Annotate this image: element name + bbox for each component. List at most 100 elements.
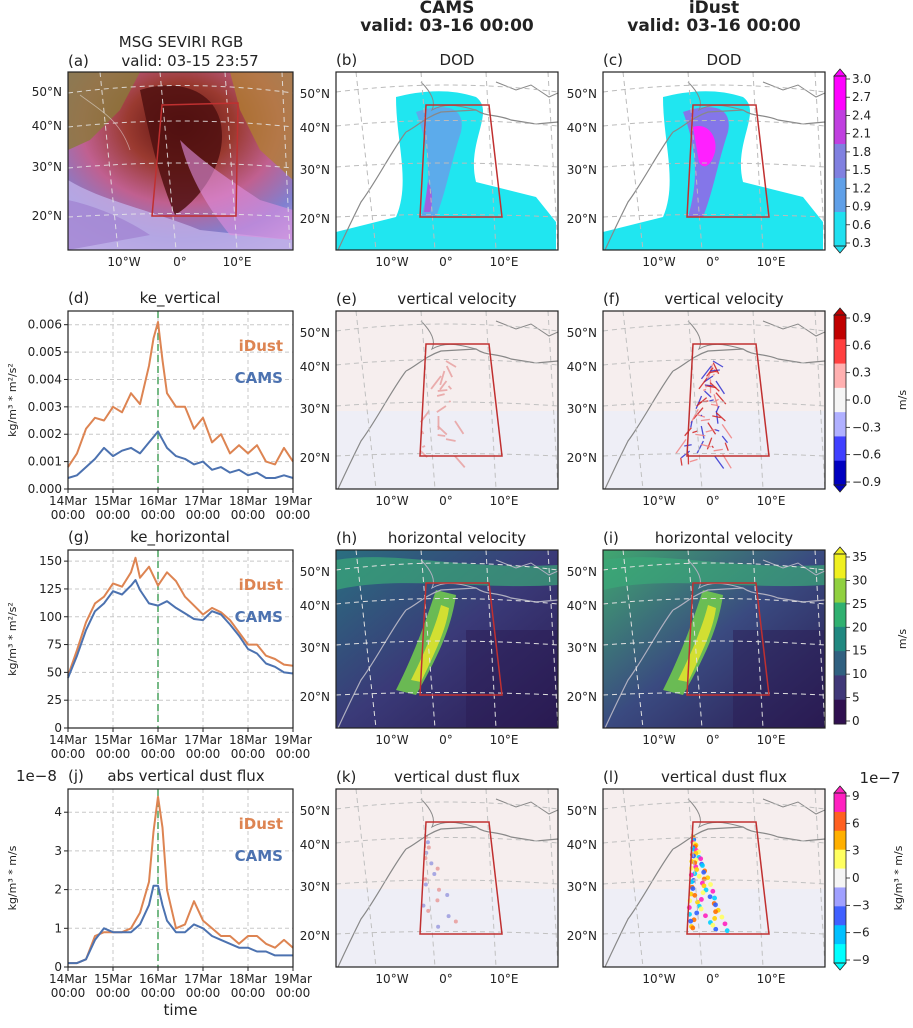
flux-cell bbox=[697, 874, 702, 879]
panel-subtitle: valid: 03-15 23:57 bbox=[121, 52, 258, 70]
colorbar-tick-label: 0.9 bbox=[852, 311, 871, 325]
colorbar-tick-label: 0.6 bbox=[852, 218, 871, 232]
lat-label: 30°N bbox=[300, 163, 330, 177]
colorbar-segment bbox=[834, 887, 846, 906]
colorbar-tick-label: 20 bbox=[852, 620, 867, 634]
y-tick-label: 100 bbox=[39, 610, 62, 624]
panel-label: (k) bbox=[336, 768, 356, 786]
y-tick-label: 2 bbox=[54, 883, 62, 897]
panel-title: vertical velocity bbox=[397, 290, 516, 308]
flux-cell bbox=[426, 909, 430, 913]
colorbar-segment bbox=[834, 578, 846, 603]
flux-cell bbox=[436, 867, 440, 871]
colorbar-segment bbox=[834, 212, 846, 247]
x-tick-label: 00:00 bbox=[186, 508, 221, 522]
flux-cell bbox=[725, 928, 730, 933]
x-tick-label: 00:00 bbox=[51, 508, 86, 522]
colorbar-tick-label: 0.3 bbox=[852, 366, 871, 380]
flux-cell bbox=[427, 846, 431, 850]
colorbar-tick-label: 0.9 bbox=[852, 200, 871, 214]
lon-label: 0° bbox=[173, 255, 187, 269]
colorbars: 3.02.72.42.11.81.51.20.90.60.30.90.60.30… bbox=[834, 69, 909, 970]
x-tick-label: 16Mar bbox=[139, 972, 177, 986]
lat-label: 20°N bbox=[300, 451, 330, 465]
lon-label: 0° bbox=[439, 255, 453, 269]
map-panel-i: (i)horizontal velocity50°N40°N30°N20°N10… bbox=[567, 529, 825, 747]
flux-cell bbox=[710, 923, 715, 928]
colorbar-tick-label: 9 bbox=[852, 789, 860, 803]
colorbar-unit: kg/m³ * m/s bbox=[892, 845, 905, 910]
colorbar-extend-bottom bbox=[834, 485, 846, 492]
y-tick-label: 50 bbox=[47, 665, 62, 679]
lat-label: 20°N bbox=[300, 929, 330, 943]
lat-label: 50°N bbox=[567, 326, 597, 340]
colorbar-segment bbox=[834, 925, 846, 944]
x-tick-label: 00:00 bbox=[276, 508, 311, 522]
chart-g: 025507510012515014Mar00:0015Mar00:0016Ma… bbox=[6, 528, 312, 761]
lat-label: 30°N bbox=[567, 880, 597, 894]
column-header-valid: valid: 03-16 00:00 bbox=[627, 16, 801, 36]
flux-cell bbox=[688, 919, 693, 924]
column-header-valid: valid: 03-16 00:00 bbox=[360, 16, 534, 36]
colorbar-extend-bottom bbox=[834, 246, 846, 253]
panel-title: horizontal velocity bbox=[655, 529, 793, 547]
x-tick-label: 14Mar bbox=[49, 733, 87, 747]
colorbar-tick-label: 2.7 bbox=[852, 90, 871, 104]
colorbar-extend-top bbox=[834, 786, 846, 793]
satellite-image bbox=[68, 72, 293, 250]
colorbar-tick-label: 30 bbox=[852, 573, 867, 587]
map-panel-f: (f)vertical velocity50°N40°N30°N20°N10°W… bbox=[567, 290, 825, 508]
x-tick-label: 14Mar bbox=[49, 972, 87, 986]
x-tick-label: 00:00 bbox=[141, 986, 176, 1000]
panel-title: vertical dust flux bbox=[661, 768, 787, 786]
colorbar-segment bbox=[834, 554, 846, 579]
lat-label: 50°N bbox=[300, 565, 330, 579]
lat-label: 40°N bbox=[567, 121, 597, 135]
lat-label: 20°N bbox=[567, 212, 597, 226]
flux-cell bbox=[429, 861, 433, 865]
x-tick-label: 17Mar bbox=[184, 733, 222, 747]
colorbar-tick-label: 15 bbox=[852, 644, 867, 658]
lat-label: 50°N bbox=[567, 565, 597, 579]
colorbar-extend-bottom bbox=[834, 963, 846, 970]
flux-cell bbox=[719, 915, 724, 920]
line-charts: 0.0000.0010.0020.0030.0040.0050.00614Mar… bbox=[6, 289, 312, 1019]
map-background-tint bbox=[603, 411, 825, 489]
lat-label: 40°N bbox=[300, 121, 330, 135]
colorbar-unit: m/s bbox=[896, 629, 909, 649]
flux-cell bbox=[436, 925, 440, 929]
lon-label: 10°W bbox=[375, 972, 408, 986]
legend-entry: iDust bbox=[239, 576, 283, 594]
lat-label: 50°N bbox=[300, 326, 330, 340]
lat-label: 30°N bbox=[300, 641, 330, 655]
x-tick-label: 18Mar bbox=[229, 494, 267, 508]
flux-cell bbox=[694, 911, 699, 916]
lon-label: 10°W bbox=[375, 255, 408, 269]
flux-cell bbox=[424, 883, 428, 887]
colorbar-unit: m/s bbox=[896, 390, 909, 410]
lat-label: 20°N bbox=[32, 209, 62, 223]
flux-cell bbox=[710, 889, 715, 894]
x-tick-label: 14Mar bbox=[49, 494, 87, 508]
panel-title: ke_horizontal bbox=[130, 528, 230, 547]
flux-cell bbox=[435, 898, 439, 902]
y-tick-label: 1 bbox=[54, 921, 62, 935]
x-tick-label: 00:00 bbox=[96, 986, 131, 1000]
map-field bbox=[336, 311, 558, 489]
colorbar-tick-label: 3 bbox=[852, 844, 860, 858]
lon-label: 0° bbox=[706, 972, 720, 986]
flux-cell bbox=[708, 882, 713, 887]
colorbar-tick-label: 2.1 bbox=[852, 127, 871, 141]
lon-label: 0° bbox=[706, 255, 720, 269]
colorbar-tick-label: 35 bbox=[852, 550, 867, 564]
lon-label: 10°E bbox=[490, 972, 519, 986]
velocity-streak bbox=[422, 446, 425, 447]
map-field bbox=[603, 789, 825, 967]
colorbar-segment bbox=[834, 339, 846, 364]
column-header-cams: CAMS valid: 03-16 00:00 bbox=[360, 0, 534, 36]
lon-label: 0° bbox=[706, 494, 720, 508]
colorbar-segment bbox=[834, 178, 846, 213]
lon-label: 10°W bbox=[375, 733, 408, 747]
